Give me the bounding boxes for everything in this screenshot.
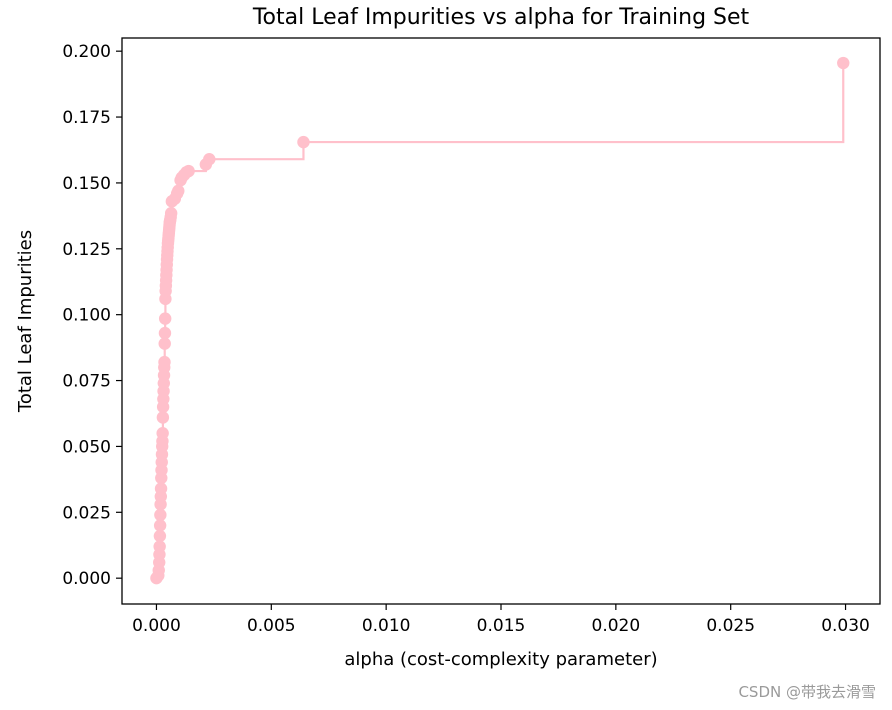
x-tick-label: 0.015 — [477, 616, 526, 636]
y-tick-label: 0.125 — [62, 240, 111, 260]
data-point — [153, 519, 167, 532]
y-axis-ticks: 0.000 0.025 0.050 0.075 0.100 0.125 0.150 0.175… — [62, 42, 122, 589]
plot-area — [150, 56, 850, 585]
data-point — [158, 355, 171, 369]
y-tick-label: 0.025 — [62, 503, 111, 523]
plot-frame — [121, 37, 881, 605]
data-point — [153, 529, 167, 543]
data-point — [156, 427, 169, 440]
data-point — [297, 135, 310, 149]
data-point — [158, 337, 171, 350]
data-point — [154, 508, 167, 522]
y-tick-label: 0.000 — [62, 569, 111, 589]
x-axis-ticks: 0.000 0.005 0.010 0.015 0.020 0.025 0.030 — [132, 604, 870, 636]
data-point — [837, 56, 850, 70]
x-tick-label: 0.010 — [362, 616, 411, 636]
x-tick-label: 0.000 — [132, 616, 181, 636]
data-point — [172, 184, 185, 198]
x-tick-label: 0.030 — [821, 616, 870, 636]
y-tick-label: 0.050 — [62, 437, 111, 457]
series-line — [156, 63, 845, 580]
data-point — [164, 207, 178, 220]
data-point — [182, 164, 195, 178]
y-tick-label: 0.150 — [62, 174, 111, 194]
x-tick-label: 0.005 — [247, 616, 296, 636]
y-tick-label: 0.075 — [62, 372, 111, 392]
y-tick-label: 0.200 — [62, 42, 111, 62]
y-tick-label: 0.175 — [62, 108, 111, 128]
x-tick-label: 0.020 — [592, 616, 641, 636]
data-point — [154, 482, 168, 495]
data-point — [158, 312, 172, 325]
chart-title: Total Leaf Impurities vs alpha for Train… — [252, 5, 750, 30]
data-point — [153, 540, 166, 553]
data-point — [203, 153, 216, 166]
y-axis-label: Total Leaf Impurities — [15, 230, 36, 413]
data-point — [158, 326, 172, 340]
y-tick-label: 0.100 — [62, 306, 111, 326]
x-axis-label: alpha (cost-complexity parameter) — [344, 649, 657, 670]
x-tick-label: 0.025 — [706, 616, 755, 636]
watermark-text: CSDN @带我去滑雪 — [738, 683, 876, 701]
data-point — [156, 411, 170, 424]
